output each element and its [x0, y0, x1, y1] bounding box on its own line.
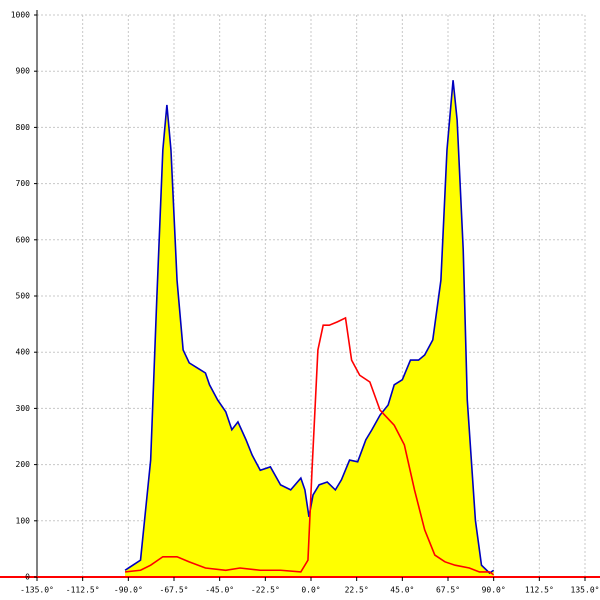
x-tick-label: 0.0° — [301, 586, 320, 595]
series-line — [124, 316, 495, 576]
x-tick-label: 90.0° — [482, 586, 506, 595]
area-fill — [125, 80, 494, 577]
x-tick-label: -67.5° — [160, 586, 189, 595]
x-tick-label: 135.0° — [571, 586, 600, 595]
y-tick-label: 0 — [25, 573, 30, 582]
x-tick-label: -45.0° — [205, 586, 234, 595]
y-tick-label: 100 — [16, 516, 31, 525]
x-tick-label: 112.5° — [525, 586, 554, 595]
x-tick-label: 67.5° — [436, 586, 460, 595]
series-line — [124, 80, 495, 575]
y-tick-label: 800 — [16, 123, 31, 132]
y-tick-label: 700 — [16, 179, 31, 188]
y-tick-label: 600 — [16, 235, 31, 244]
x-tick-label: 22.5° — [345, 586, 369, 595]
x-tick-label: -22.5° — [251, 586, 280, 595]
x-tick-label: -135.0° — [20, 586, 54, 595]
y-tick-label: 500 — [16, 292, 31, 301]
x-tick-label: -112.5° — [66, 586, 100, 595]
y-tick-label: 300 — [16, 404, 31, 413]
y-tick-label: 200 — [16, 460, 31, 469]
x-tick-label: 45.0° — [390, 586, 414, 595]
y-tick-label: 1000 — [11, 11, 30, 20]
x-tick-label: -90.0° — [114, 586, 143, 595]
y-tick-label: 900 — [16, 67, 31, 76]
y-tick-label: 400 — [16, 348, 31, 357]
